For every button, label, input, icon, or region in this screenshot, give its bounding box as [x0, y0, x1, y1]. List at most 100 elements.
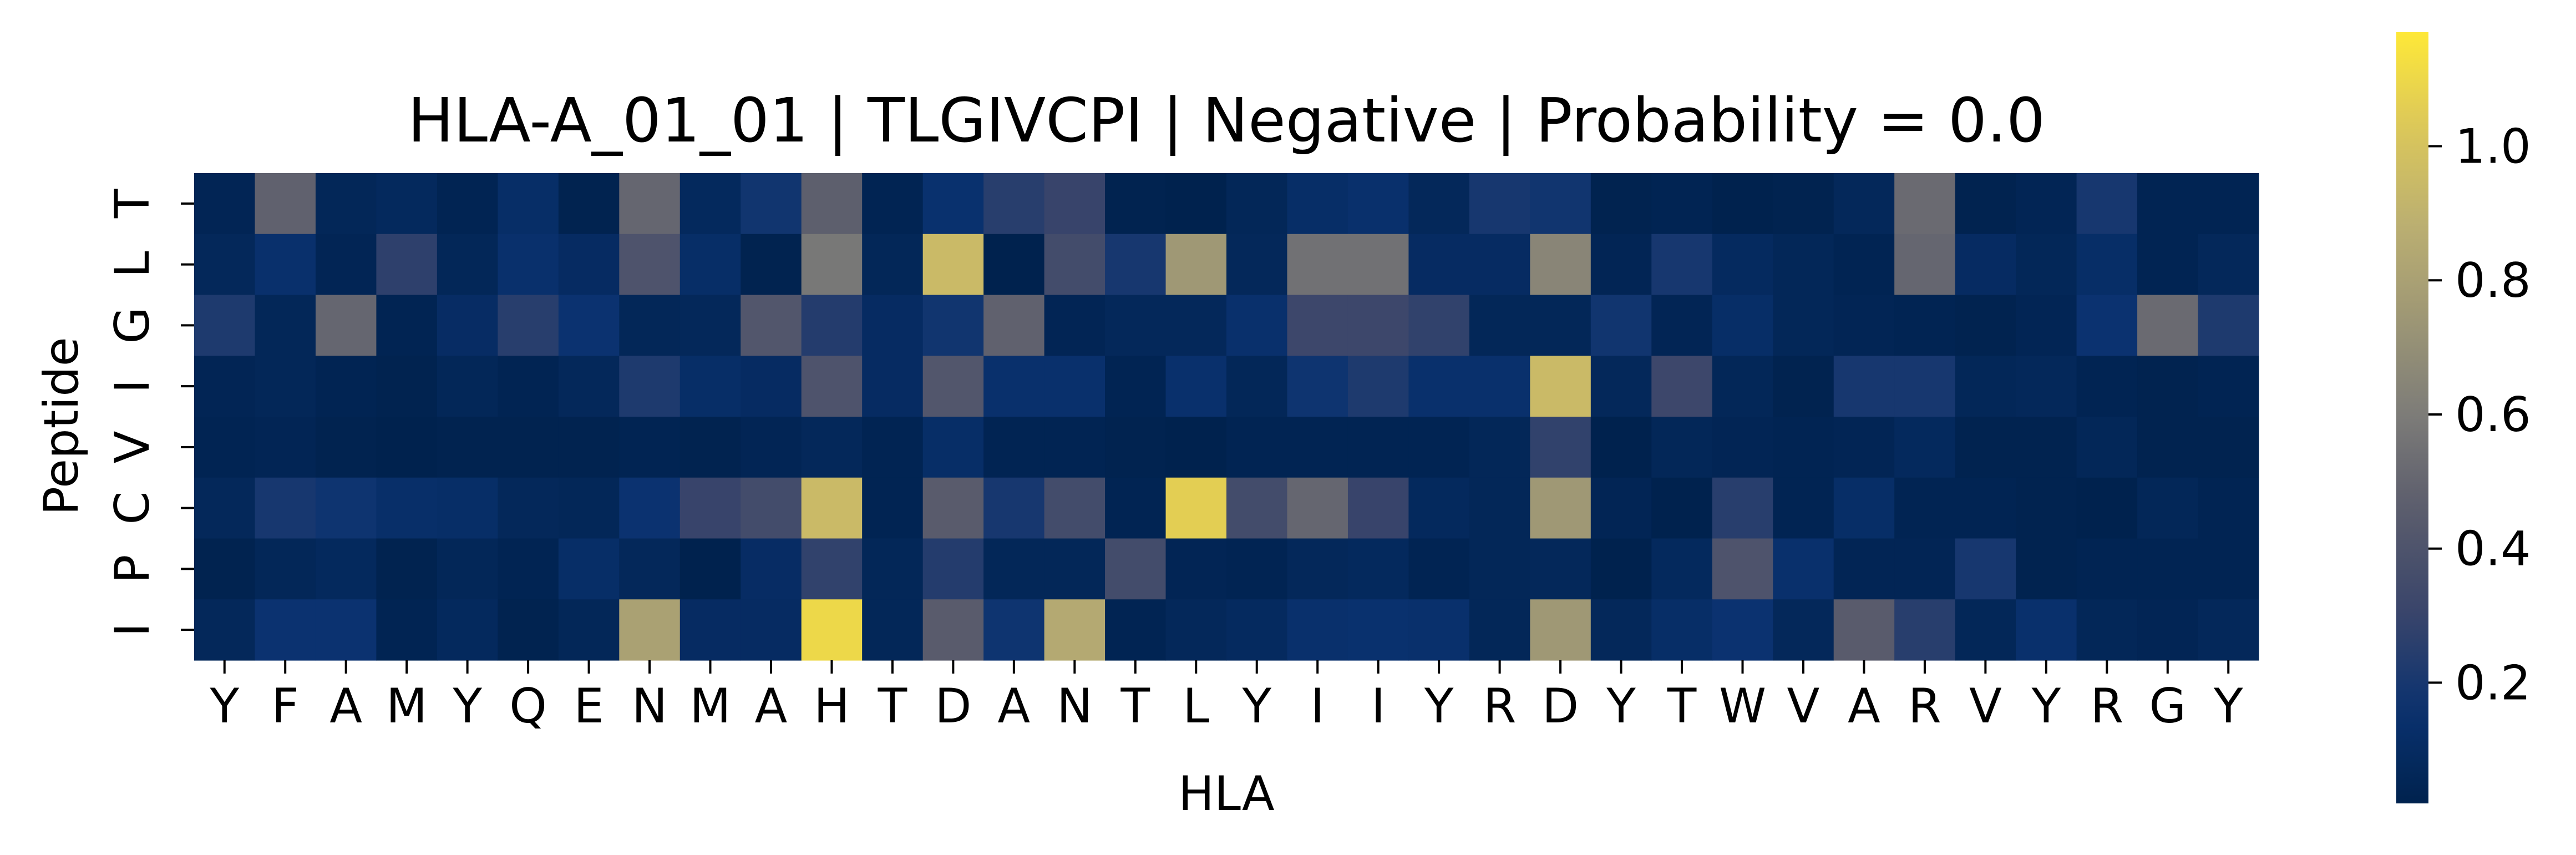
y-tick-label: P	[105, 554, 160, 583]
heatmap-cell	[1469, 234, 1530, 295]
heatmap-cell	[437, 173, 498, 234]
heatmap-cell	[1955, 478, 2016, 539]
heatmap-cell	[194, 356, 255, 417]
y-tick-label: I	[105, 623, 160, 636]
heatmap-cell	[741, 234, 802, 295]
heatmap-cell	[1773, 417, 1834, 478]
heatmap-cell	[1226, 417, 1287, 478]
heatmap-cell	[1591, 478, 1652, 539]
heatmap-cell	[255, 417, 316, 478]
heatmap-cell	[2137, 295, 2198, 356]
y-tick-label: I	[105, 379, 160, 393]
colorbar: 0.2 0.4 0.6 0.8 1.0	[2396, 32, 2531, 803]
heatmap-cell	[1591, 234, 1652, 295]
x-tick-label: Y	[209, 679, 239, 734]
heatmap-cell	[1712, 539, 1773, 600]
x-tick-label: A	[997, 679, 1030, 734]
heatmap-cell	[2016, 173, 2077, 234]
heatmap-cell	[1166, 478, 1227, 539]
heatmap-cell	[1894, 539, 1955, 600]
heatmap-cell	[1712, 417, 1773, 478]
heatmap-cell	[1955, 173, 2016, 234]
heatmap-cell	[1773, 599, 1834, 660]
heatmap-cell	[619, 417, 680, 478]
heatmap-cell	[1894, 173, 1955, 234]
heatmap-cell	[680, 173, 741, 234]
heatmap-cell	[741, 173, 802, 234]
heatmap-cell	[1105, 173, 1166, 234]
heatmap-cell	[802, 478, 863, 539]
heatmap-cell	[2016, 417, 2077, 478]
x-tick-label: H	[814, 679, 850, 734]
x-tick-label: T	[878, 679, 907, 734]
heatmap-cell	[1894, 356, 1955, 417]
heatmap-cell	[559, 478, 620, 539]
heatmap-cell	[2198, 295, 2259, 356]
heatmap-cell	[376, 234, 437, 295]
heatmap-cell	[1348, 234, 1409, 295]
heatmap-cell	[1712, 234, 1773, 295]
heatmap-cell	[1773, 478, 1834, 539]
x-tick-label: R	[2090, 679, 2123, 734]
heatmap-cell	[1348, 417, 1409, 478]
x-tick-label: V	[1969, 679, 2002, 734]
heatmap-cell	[1834, 599, 1895, 660]
x-tick-label: A	[755, 679, 788, 734]
heatmap-cell	[2137, 539, 2198, 600]
heatmap-cell	[1287, 356, 1348, 417]
heatmap-cell	[862, 539, 923, 600]
heatmap-cell	[2016, 539, 2077, 600]
heatmap-cell	[1348, 539, 1409, 600]
heatmap-cell	[376, 478, 437, 539]
heatmap-cell	[1712, 356, 1773, 417]
heatmap-cell	[1469, 599, 1530, 660]
heatmap-cell	[255, 539, 316, 600]
heatmap-cells	[194, 173, 2259, 661]
heatmap-cell	[1894, 417, 1955, 478]
heatmap-cell	[1287, 539, 1348, 600]
heatmap-cell	[1469, 417, 1530, 478]
heatmap-cell	[316, 173, 377, 234]
heatmap-cell	[1226, 295, 1287, 356]
colorbar-tick-label: 0.4	[2455, 522, 2531, 577]
heatmap-cell	[802, 173, 863, 234]
y-tick-label: G	[105, 307, 160, 344]
x-tick-label: Y	[1424, 679, 1454, 734]
heatmap-cell	[2077, 356, 2138, 417]
x-tick-label: I	[1311, 679, 1325, 734]
heatmap-cell	[1955, 356, 2016, 417]
heatmap-cell	[619, 356, 680, 417]
heatmap-cell	[1712, 478, 1773, 539]
y-tick-label: T	[105, 189, 160, 219]
heatmap-cell	[1591, 417, 1652, 478]
heatmap-cell	[2077, 599, 2138, 660]
heatmap-cell	[437, 295, 498, 356]
heatmap-cell	[1044, 539, 1106, 600]
heatmap-cell	[1044, 478, 1106, 539]
x-tick-label: Y	[2213, 679, 2243, 734]
heatmap-cell	[1834, 234, 1895, 295]
heatmap-cell	[1469, 539, 1530, 600]
heatmap-cell	[1651, 356, 1712, 417]
x-tick-label: R	[1908, 679, 1941, 734]
heatmap-cell	[983, 599, 1044, 660]
heatmap-cell	[680, 417, 741, 478]
y-tick-label: L	[105, 251, 160, 278]
heatmap-cell	[1105, 295, 1166, 356]
y-axis-ticks: T L G I VCP I	[105, 189, 194, 637]
heatmap-cell	[255, 478, 316, 539]
heatmap-cell	[680, 234, 741, 295]
x-tick-label: Y	[1241, 679, 1271, 734]
heatmap-cell	[1348, 599, 1409, 660]
heatmap-cell	[376, 417, 437, 478]
heatmap-cell	[559, 417, 620, 478]
heatmap-cell	[802, 599, 863, 660]
heatmap-cell	[1287, 295, 1348, 356]
heatmap-cell	[1105, 599, 1166, 660]
heatmap-cell	[316, 356, 377, 417]
heatmap-cell	[741, 539, 802, 600]
heatmap-cell	[862, 295, 923, 356]
heatmap-cell	[437, 478, 498, 539]
heatmap-cell	[2198, 539, 2259, 600]
heatmap-cell	[983, 295, 1044, 356]
